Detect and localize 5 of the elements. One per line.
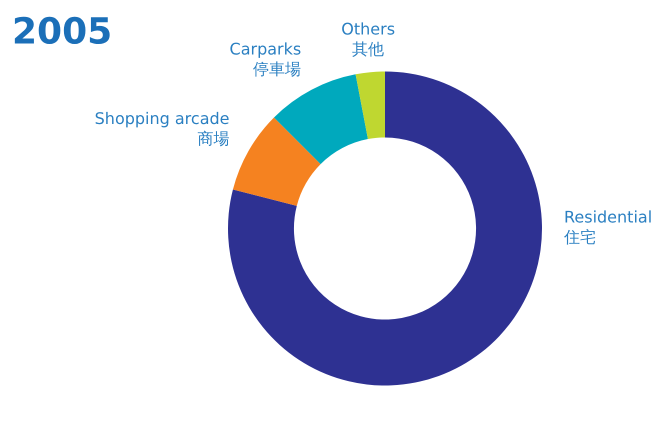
slice-label: Residential 住宅	[563, 208, 652, 247]
slice-label: Carparks 停車場	[230, 39, 302, 78]
slice-label: Others 其他	[341, 19, 396, 58]
chart-title: 2005	[12, 11, 112, 52]
slice-label: Shopping arcade 商場	[94, 108, 230, 148]
